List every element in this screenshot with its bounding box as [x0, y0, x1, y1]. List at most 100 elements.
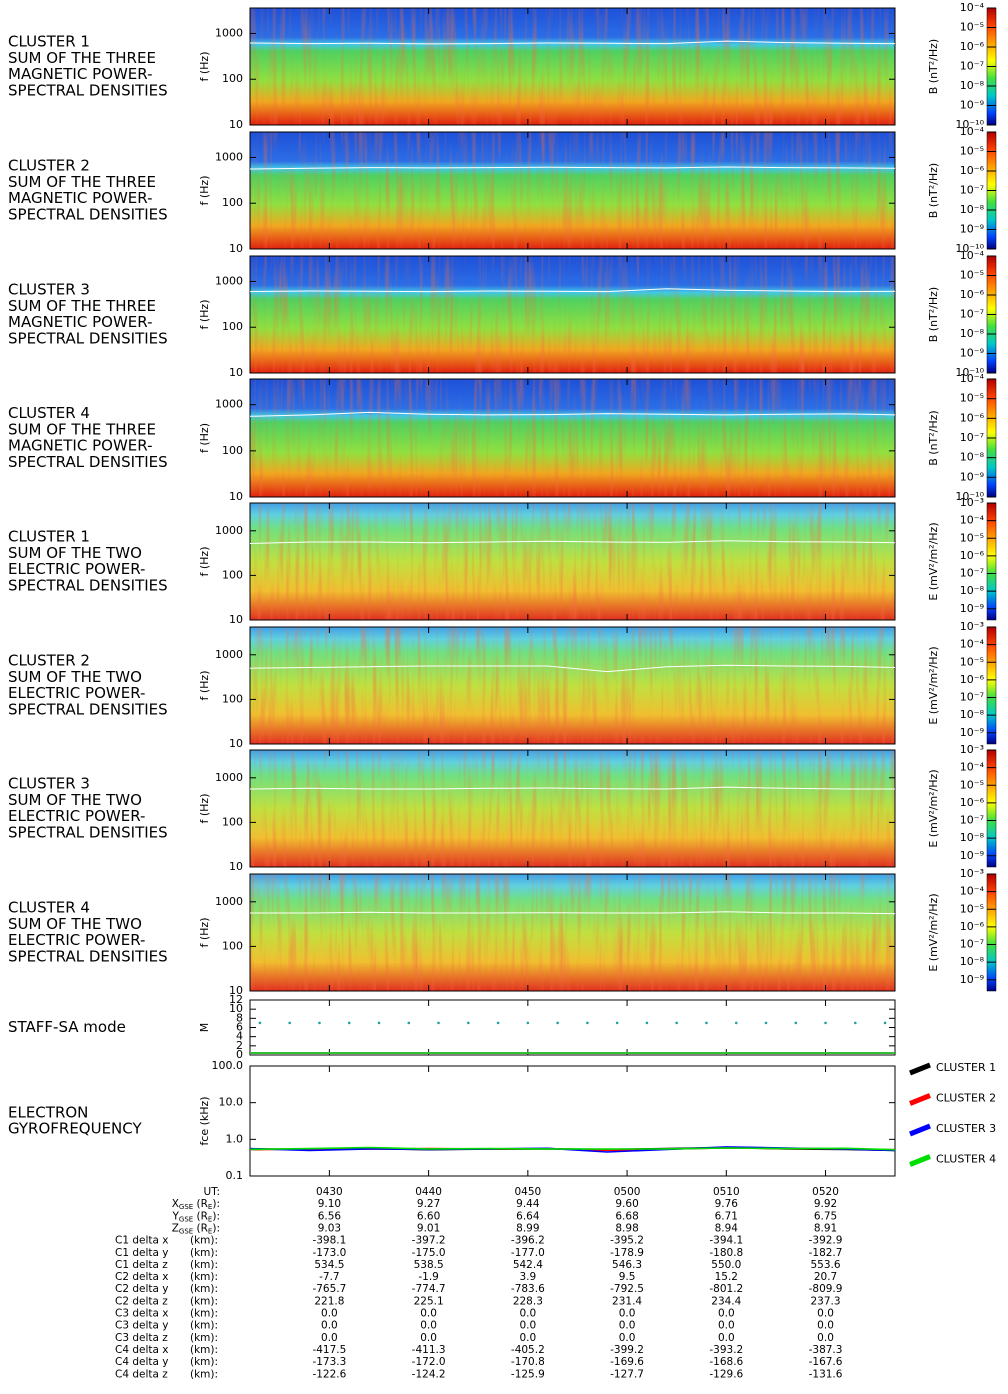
- colorbar-tick-label: 10⁻⁸: [960, 79, 985, 92]
- table-cell: -173.3: [312, 1356, 346, 1368]
- gyrofrequency-line: [249, 664, 896, 673]
- table-cell: 6.71: [715, 1210, 738, 1222]
- y-tick-label: 100: [222, 815, 243, 828]
- y-tick-label: 100: [222, 568, 243, 581]
- table-cell: 9.60: [615, 1198, 638, 1210]
- mode-point: [615, 1021, 619, 1025]
- table-cell: 0520: [812, 1186, 839, 1198]
- panel-label: SPECTRAL DENSITIES: [8, 329, 168, 347]
- table-cell: 550.0: [711, 1259, 741, 1271]
- row-label-part: GSE: [179, 1227, 193, 1235]
- table-cell: -169.6: [610, 1356, 644, 1368]
- colorbar-label: E (mV²/m²/Hz): [927, 522, 940, 600]
- row-label: C3 delta x: [115, 1308, 169, 1320]
- colorbar-tick-label: 10⁻⁴: [960, 249, 985, 262]
- table-cell: 237.3: [811, 1295, 841, 1307]
- mode-point: [288, 1021, 291, 1025]
- mode-point: [377, 1021, 381, 1025]
- table-cell: 542.4: [513, 1259, 543, 1271]
- legend-swatch: [909, 1062, 931, 1076]
- colorbar-tick-label: 10⁻⁴: [960, 761, 985, 774]
- colorbar-tick-label: 10⁻⁴: [960, 514, 985, 527]
- gyrofrequency-line: [250, 911, 896, 915]
- table-cell: -180.8: [709, 1247, 743, 1259]
- mode-point: [526, 1021, 530, 1025]
- y-tick-label: 100: [222, 320, 243, 333]
- y-tick-label: 1000: [215, 150, 243, 163]
- colorbar-tick-label: 10⁻⁹: [960, 470, 984, 483]
- y-axis-label: f (Hz): [198, 52, 211, 82]
- row-label: C3 delta y: [115, 1320, 169, 1332]
- panel-label: SUM OF THE THREE: [8, 173, 156, 191]
- table-cell: -1.9: [418, 1271, 439, 1283]
- table-cell: -801.2: [709, 1283, 743, 1295]
- y-tick-label: 1000: [215, 26, 243, 39]
- colorbar-tick-label: 10⁻⁵: [960, 145, 984, 158]
- mode-point: [407, 1021, 411, 1025]
- colorbar-tick-label: 10⁻³: [960, 867, 984, 880]
- table-cell: -175.0: [412, 1247, 446, 1259]
- y-axis-label: f (Hz): [198, 794, 211, 824]
- legend-label: CLUSTER 4: [936, 1153, 996, 1166]
- spectrogram-texture: [250, 132, 895, 249]
- colorbar-tick-label: 10⁻⁹: [960, 726, 984, 739]
- row-unit: (km):: [190, 1259, 218, 1271]
- table-cell: -783.6: [511, 1283, 545, 1295]
- row-label: C1 delta x: [115, 1235, 169, 1247]
- row-label-part: (R: [193, 1222, 208, 1234]
- y-tick-label: 1000: [215, 524, 243, 537]
- table-cell: 538.5: [414, 1259, 444, 1271]
- row-label-part: ):: [212, 1222, 220, 1234]
- table-cell: 6.56: [318, 1210, 342, 1222]
- y-tick-label: 1000: [215, 648, 243, 661]
- table-cell: -399.2: [610, 1344, 644, 1356]
- y-tick-label: 10: [229, 1002, 243, 1015]
- colorbar-tick-label: 10⁻³: [960, 620, 984, 633]
- table-cell: -394.1: [709, 1235, 743, 1247]
- row-label: ZGSE (RE):: [172, 1222, 220, 1235]
- table-cell: -178.9: [610, 1247, 644, 1259]
- y-tick-label: 100.0: [212, 1059, 244, 1072]
- colorbar-tick-label: 10⁻⁴: [960, 1, 985, 14]
- y-axis-label: f (Hz): [198, 176, 211, 206]
- y-tick-label: 100: [222, 196, 243, 209]
- y-tick-label: 1000: [215, 895, 243, 908]
- table-cell: 9.03: [318, 1222, 341, 1234]
- row-unit: (km):: [190, 1283, 218, 1295]
- colorbar-tick-label: 10⁻⁶: [960, 40, 985, 53]
- y-tick-label: 8: [236, 1011, 243, 1024]
- y-axis-label: f (Hz): [198, 300, 211, 330]
- y-tick-label: 0.1: [226, 1169, 244, 1182]
- table-cell: 546.3: [612, 1259, 642, 1271]
- table-cell: 9.01: [417, 1222, 440, 1234]
- table-cell: -397.2: [412, 1235, 446, 1247]
- spectrogram-texture: [250, 750, 895, 867]
- table-cell: 553.6: [811, 1259, 841, 1271]
- panel-label: CLUSTER 3: [8, 281, 90, 299]
- gyrofrequency-line: [249, 786, 895, 790]
- mode-point: [347, 1021, 351, 1025]
- y-tick-label: 10: [229, 118, 243, 131]
- mode-point: [794, 1021, 798, 1025]
- plot-frame: [249, 999, 896, 1056]
- table-cell: -774.7: [412, 1283, 446, 1295]
- table-cell: 0500: [614, 1186, 641, 1198]
- panel-label: ELECTRIC POWER-: [8, 807, 145, 825]
- panel-label: STAFF-SA mode: [8, 1018, 126, 1036]
- table-cell: 8.99: [516, 1222, 539, 1234]
- table-cell: 0.0: [619, 1320, 636, 1332]
- table-cell: 0.0: [718, 1332, 735, 1344]
- row-label: C2 delta z: [115, 1295, 168, 1307]
- row-label-part: GSE: [179, 1203, 193, 1211]
- colorbar-label: B (nT²/Hz): [927, 163, 940, 218]
- y-axis-label: f (Hz): [198, 423, 211, 453]
- panel-label: ELECTRON: [8, 1103, 88, 1121]
- row-label-part: (R: [193, 1210, 208, 1222]
- colorbar-tick-label: 10⁻³: [960, 743, 984, 756]
- y-tick-label: 1000: [215, 771, 243, 784]
- row-label: C3 delta z: [115, 1332, 168, 1344]
- colorbar-tick-label: 10⁻⁹: [960, 973, 984, 986]
- y-tick-label: 10: [229, 860, 243, 873]
- table-cell: 0.0: [321, 1320, 338, 1332]
